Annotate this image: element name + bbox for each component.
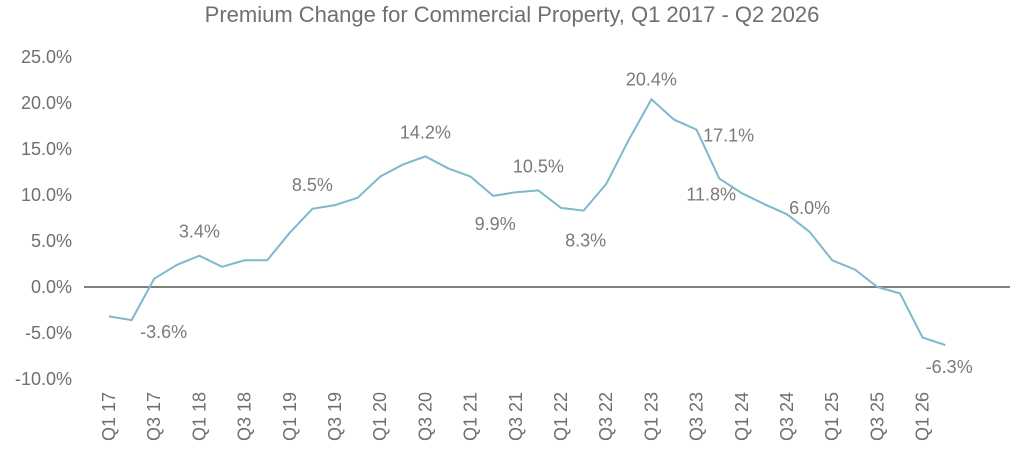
x-tick-label: Q3 21 [506,392,526,441]
y-tick-label: -5.0% [25,323,72,343]
data-label: 17.1% [703,126,754,146]
data-label: 10.5% [513,156,564,176]
x-tick-label: Q1 26 [913,392,933,441]
data-label: -3.6% [140,322,187,342]
data-label: 9.9% [475,214,516,234]
data-label: 11.8% [686,184,736,204]
series-line [108,97,946,346]
x-tick-label: Q1 19 [280,392,300,441]
data-label: 6.0% [789,198,830,218]
data-label: 14.2% [400,122,451,142]
data-label: 20.4% [626,69,677,89]
x-tick-label: Q3 23 [687,392,707,441]
x-tick-label: Q1 17 [99,392,119,441]
x-tick-label: Q3 20 [415,392,435,441]
y-tick-label: 10.0% [21,185,72,205]
x-tick-label: Q1 23 [641,392,661,441]
y-tick-label: 5.0% [31,231,72,251]
x-tick-label: Q1 20 [370,392,390,441]
x-tick-label: Q3 19 [325,392,345,441]
x-tick-label: Q3 24 [777,392,797,441]
chart-title: Premium Change for Commercial Property, … [204,2,820,27]
y-axis: 25.0% 20.0% 15.0% 10.0% 5.0% 0.0% -5.0% -10.0% [15,47,72,389]
data-labels: -3.6% 3.4% 8.5% 14.2% 9.9% 10.5% 8.3% 20.4% 17.1… [140,69,973,377]
x-axis: Q1 17 Q3 17 Q1 18 Q3 18 Q1 19 Q3 19 Q1 20 Q3 20… [99,392,933,441]
y-tick-label: 25.0% [21,47,72,67]
x-tick-label: Q3 18 [235,392,255,441]
y-tick-label: 0.0% [31,277,72,297]
x-tick-label: Q1 21 [461,392,481,441]
x-tick-label: Q1 18 [189,392,209,441]
x-tick-label: Q1 24 [732,392,752,441]
x-tick-label: Q3 25 [867,392,887,441]
x-tick-label: Q1 25 [822,392,842,441]
y-tick-label: 20.0% [21,93,72,113]
y-tick-label: -10.0% [15,369,72,389]
x-tick-label: Q3 22 [596,392,616,441]
data-label: 8.3% [565,231,606,251]
data-label: 3.4% [179,222,220,242]
data-label: 8.5% [292,175,333,195]
data-label: -6.3% [926,357,973,377]
x-tick-label: Q1 22 [551,392,571,441]
y-tick-label: 15.0% [21,139,72,159]
x-tick-label: Q3 17 [144,392,164,441]
